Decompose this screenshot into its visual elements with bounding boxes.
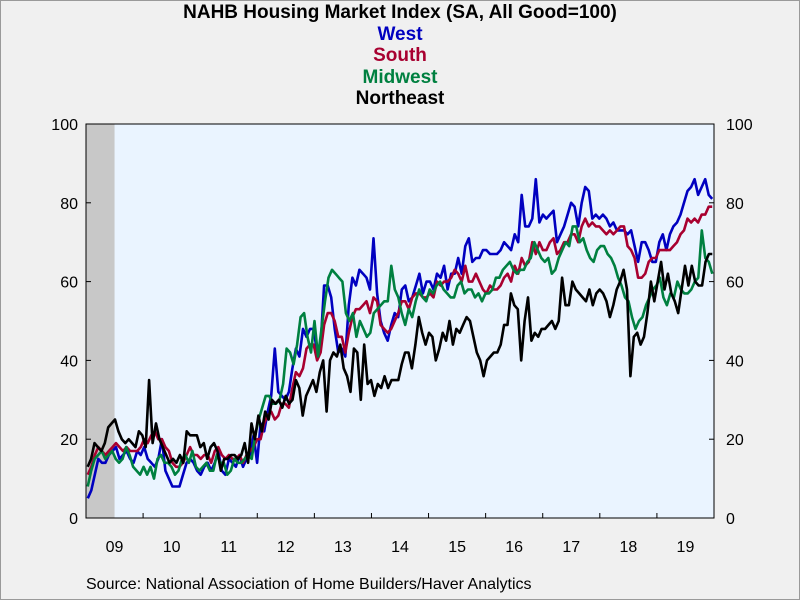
x-tick-label: 18 [619,539,637,556]
x-tick-label: 17 [562,539,580,556]
y-tick-label-right: 0 [726,511,735,528]
plot-border [85,123,715,519]
x-tick-label: 11 [220,539,237,556]
x-tick-label: 09 [106,539,124,556]
x-tick-label: 19 [677,539,695,556]
y-tick-label-left: 40 [60,353,78,370]
y-tick-label-right: 40 [726,353,744,370]
chart-titles: NAHB Housing Market Index (SA, All Good=… [0,2,800,110]
chart-title: NAHB Housing Market Index (SA, All Good=… [183,2,617,23]
x-tick-label: 12 [277,539,295,556]
x-tick-label: 10 [163,539,181,556]
legend-west: West [377,23,423,45]
y-tick-label-right: 100 [726,117,753,134]
y-tick-label-right: 20 [726,432,744,449]
legend-south: South [373,45,427,66]
x-tick-label: 15 [448,539,466,556]
y-tick-label-left: 60 [60,275,78,292]
x-tick-label: 16 [505,539,523,556]
y-tick-label-left: 20 [60,432,78,449]
x-tick-label: 13 [334,539,352,556]
x-tick-label: 14 [391,539,409,556]
y-tick-label-left: 100 [51,117,78,134]
series-line-northeast [86,252,713,473]
legend-midwest: Midwest [362,66,438,88]
series-line-midwest [86,225,714,487]
y-tick-label-left: 80 [60,196,78,213]
source-note: Source: National Association of Home Bui… [86,576,532,593]
y-tick-label-right: 80 [726,196,744,213]
legend-northeast: Northeast [355,88,445,109]
y-tick-label-left: 0 [69,511,78,528]
y-tick-label-right: 60 [726,275,744,292]
